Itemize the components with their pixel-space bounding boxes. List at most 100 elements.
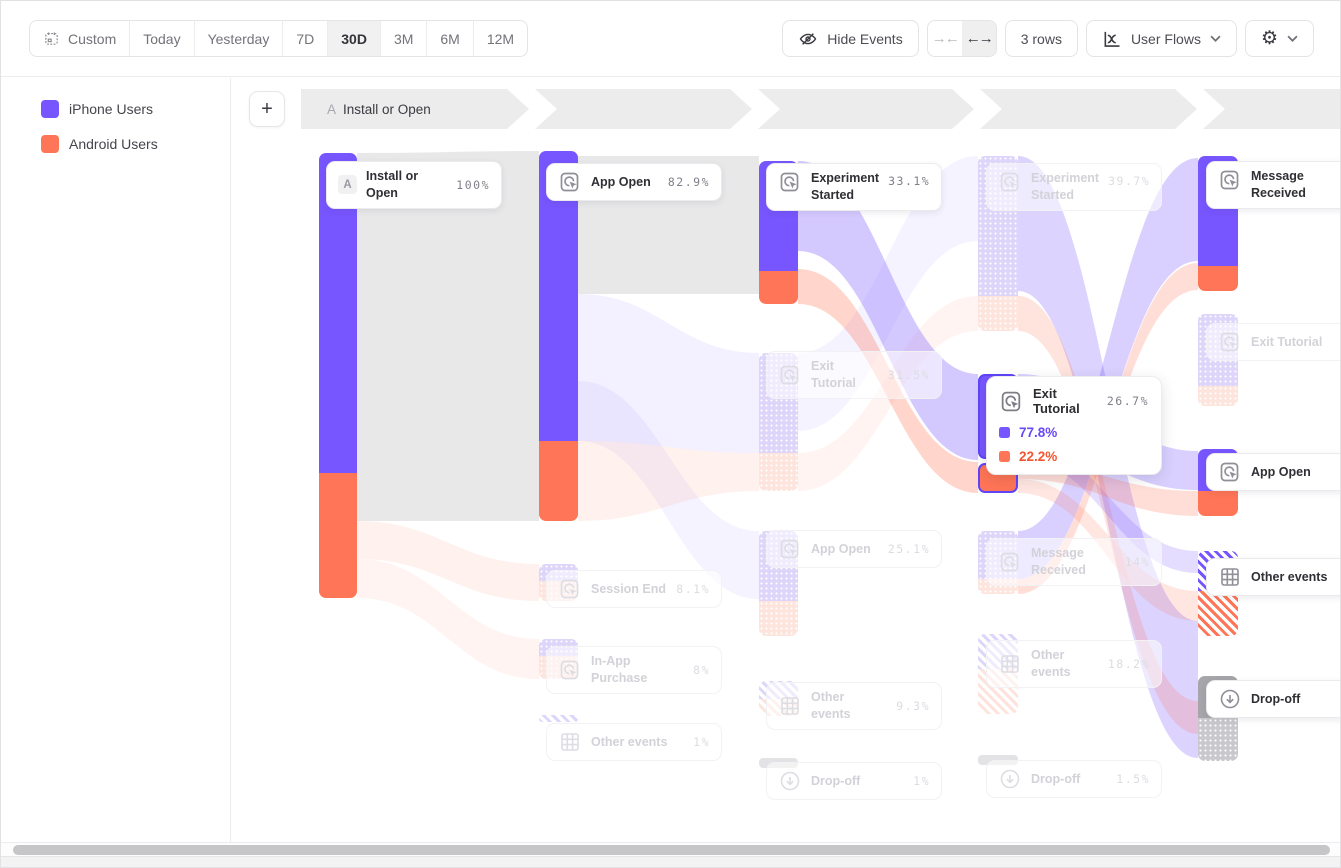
android-users-swatch <box>999 451 1010 462</box>
user-flows-icon <box>1104 31 1120 47</box>
collapse-columns-button[interactable]: →← <box>931 30 960 47</box>
android-users-swatch <box>41 135 59 153</box>
toolbar-right-group: Hide Events →← ←→ 3 rows User Flows ⚙ <box>782 20 1314 57</box>
tooltip-node-label: Exit Tutorial <box>1033 386 1080 416</box>
date-range-6m[interactable]: 6M <box>426 21 472 56</box>
grid-icon <box>558 730 582 754</box>
click-event-icon <box>778 170 802 194</box>
click-event-icon <box>778 363 802 387</box>
click-event-icon <box>998 170 1022 194</box>
tooltip-breakdown-android: 22.2% <box>999 449 1149 464</box>
date-range-7d[interactable]: 7D <box>282 21 327 56</box>
flow-node-message-received[interactable]: Message Received <box>1206 161 1340 209</box>
click-event-icon <box>778 537 802 561</box>
bar-app-open-android[interactable] <box>539 441 578 521</box>
bar-drop-off[interactable] <box>1198 718 1238 761</box>
expand-columns-button[interactable]: ←→ <box>961 21 996 56</box>
click-event-icon <box>1218 168 1242 192</box>
legend-item-android-users[interactable]: Android Users <box>41 135 230 153</box>
step-a-badge: A <box>338 175 357 195</box>
click-event-icon <box>1218 330 1242 354</box>
flow-node-drop-off-faded[interactable]: Drop-off 1.5% <box>986 760 1162 798</box>
bar-experiment-started-faded[interactable] <box>978 296 1018 331</box>
eye-off-icon <box>799 32 817 45</box>
flow-node-drop-off[interactable]: Drop-off <box>1206 680 1340 718</box>
click-event-icon <box>998 550 1022 574</box>
top-toolbar: Custom Today Yesterday 7D 30D 3M 6M 12M … <box>1 1 1340 77</box>
bar-message-received-android[interactable] <box>1198 266 1238 291</box>
grid-icon <box>778 694 802 718</box>
flow-node-drop-off-faded[interactable]: Drop-off 1% <box>766 762 942 800</box>
bar-exit-tutorial-faded[interactable] <box>759 453 798 491</box>
breadcrumb-step-4[interactable] <box>980 89 1197 129</box>
flow-node-exit-tutorial-faded[interactable]: Exit Tutorial 31.5% <box>766 351 942 399</box>
grid-icon <box>998 652 1022 676</box>
bar-install-or-open-android[interactable] <box>319 473 357 598</box>
tooltip-header: Exit Tutorial 26.7% <box>999 386 1149 416</box>
breadcrumb-step-3[interactable] <box>758 89 974 129</box>
flow-node-other-events[interactable]: Other events <box>1206 558 1340 596</box>
click-event-icon <box>558 577 582 601</box>
gear-icon: ⚙ <box>1260 28 1278 49</box>
drop-off-icon <box>998 767 1022 791</box>
breadcrumb-step-prefix: A <box>327 101 337 117</box>
flow-node-app-open[interactable]: App Open 82.9% <box>546 163 722 201</box>
hide-events-button[interactable]: Hide Events <box>782 20 919 57</box>
click-event-icon <box>558 170 582 194</box>
date-range-today[interactable]: Today <box>129 21 193 56</box>
chevron-down-icon <box>1210 35 1221 42</box>
date-range-custom[interactable]: Custom <box>30 21 129 56</box>
date-range-control: Custom Today Yesterday 7D 30D 3M 6M 12M <box>29 20 529 57</box>
legend-item-iphone-users[interactable]: iPhone Users <box>41 100 230 118</box>
click-event-icon <box>558 658 582 682</box>
date-range-12m[interactable]: 12M <box>472 21 527 56</box>
flow-node-experiment-started-faded[interactable]: Experiment Started 39.7% <box>986 163 1162 211</box>
date-range-yesterday[interactable]: Yesterday <box>193 21 283 56</box>
flow-node-app-open[interactable]: App Open <box>1206 453 1340 491</box>
bar-app-open-android[interactable] <box>1198 491 1238 516</box>
view-selector-dropdown[interactable]: User Flows <box>1085 20 1237 57</box>
flow-node-other-events[interactable]: Other events 1% <box>546 723 722 761</box>
node-hover-tooltip: Exit Tutorial 26.7% 77.8% 22.2% <box>986 376 1162 475</box>
flow-node-exit-tutorial-faded[interactable]: Exit Tutorial <box>1206 323 1340 361</box>
bar-other-events[interactable] <box>539 715 578 722</box>
bar-other-events-android[interactable] <box>1198 591 1238 636</box>
bar-exit-tutorial-faded[interactable] <box>1198 386 1238 406</box>
flow-node-other-events-faded[interactable]: Other events 18.2% <box>986 640 1162 688</box>
horizontal-scrollbar-track[interactable] <box>1 842 1340 857</box>
date-range-3m[interactable]: 3M <box>379 21 426 56</box>
date-range-30d[interactable]: 30D <box>327 21 380 56</box>
breadcrumb-step-label: Install or Open <box>343 101 431 117</box>
chevron-down-icon <box>1287 35 1298 42</box>
grid-icon <box>1218 565 1242 589</box>
flow-ribbon <box>1018 158 1198 579</box>
bar-app-open-faded[interactable] <box>759 601 798 636</box>
bar-experiment-started-android[interactable] <box>759 271 798 304</box>
breadcrumb-step-2[interactable] <box>535 89 752 129</box>
breadcrumb-step-5[interactable] <box>1203 89 1340 129</box>
drop-off-icon <box>778 769 802 793</box>
horizontal-scrollbar-thumb[interactable] <box>13 845 1330 855</box>
rows-count-button[interactable]: 3 rows <box>1004 20 1078 57</box>
flow-node-message-received-faded[interactable]: Message Received 14% <box>986 538 1162 586</box>
calendar-icon <box>45 32 58 45</box>
settings-dropdown[interactable]: ⚙ <box>1244 20 1314 57</box>
iphone-users-swatch <box>41 100 59 118</box>
flow-node-session-end[interactable]: Session End 8.1% <box>546 570 722 608</box>
expand-collapse-control: →← ←→ <box>926 20 997 57</box>
drop-off-icon <box>1218 687 1242 711</box>
flow-node-install-or-open[interactable]: A Install or Open 100% <box>326 161 502 209</box>
tooltip-breakdown-iphone: 77.8% <box>999 425 1149 440</box>
breadcrumb-step-1[interactable]: A Install or Open <box>301 89 529 129</box>
flow-node-app-open-faded[interactable]: App Open 25.1% <box>766 530 942 568</box>
tooltip-node-value: 26.7% <box>1106 394 1149 408</box>
flow-node-in-app-purchase[interactable]: In-App Purchase 8% <box>546 646 722 694</box>
window-footer-strip <box>1 857 1340 867</box>
iphone-users-swatch <box>999 427 1010 438</box>
flow-node-experiment-started[interactable]: Experiment Started 33.1% <box>766 163 942 211</box>
add-step-button[interactable]: + <box>249 91 285 127</box>
click-event-icon <box>999 389 1024 414</box>
click-event-icon <box>1218 460 1242 484</box>
flow-node-other-events-faded[interactable]: Other events 9.3% <box>766 682 942 730</box>
